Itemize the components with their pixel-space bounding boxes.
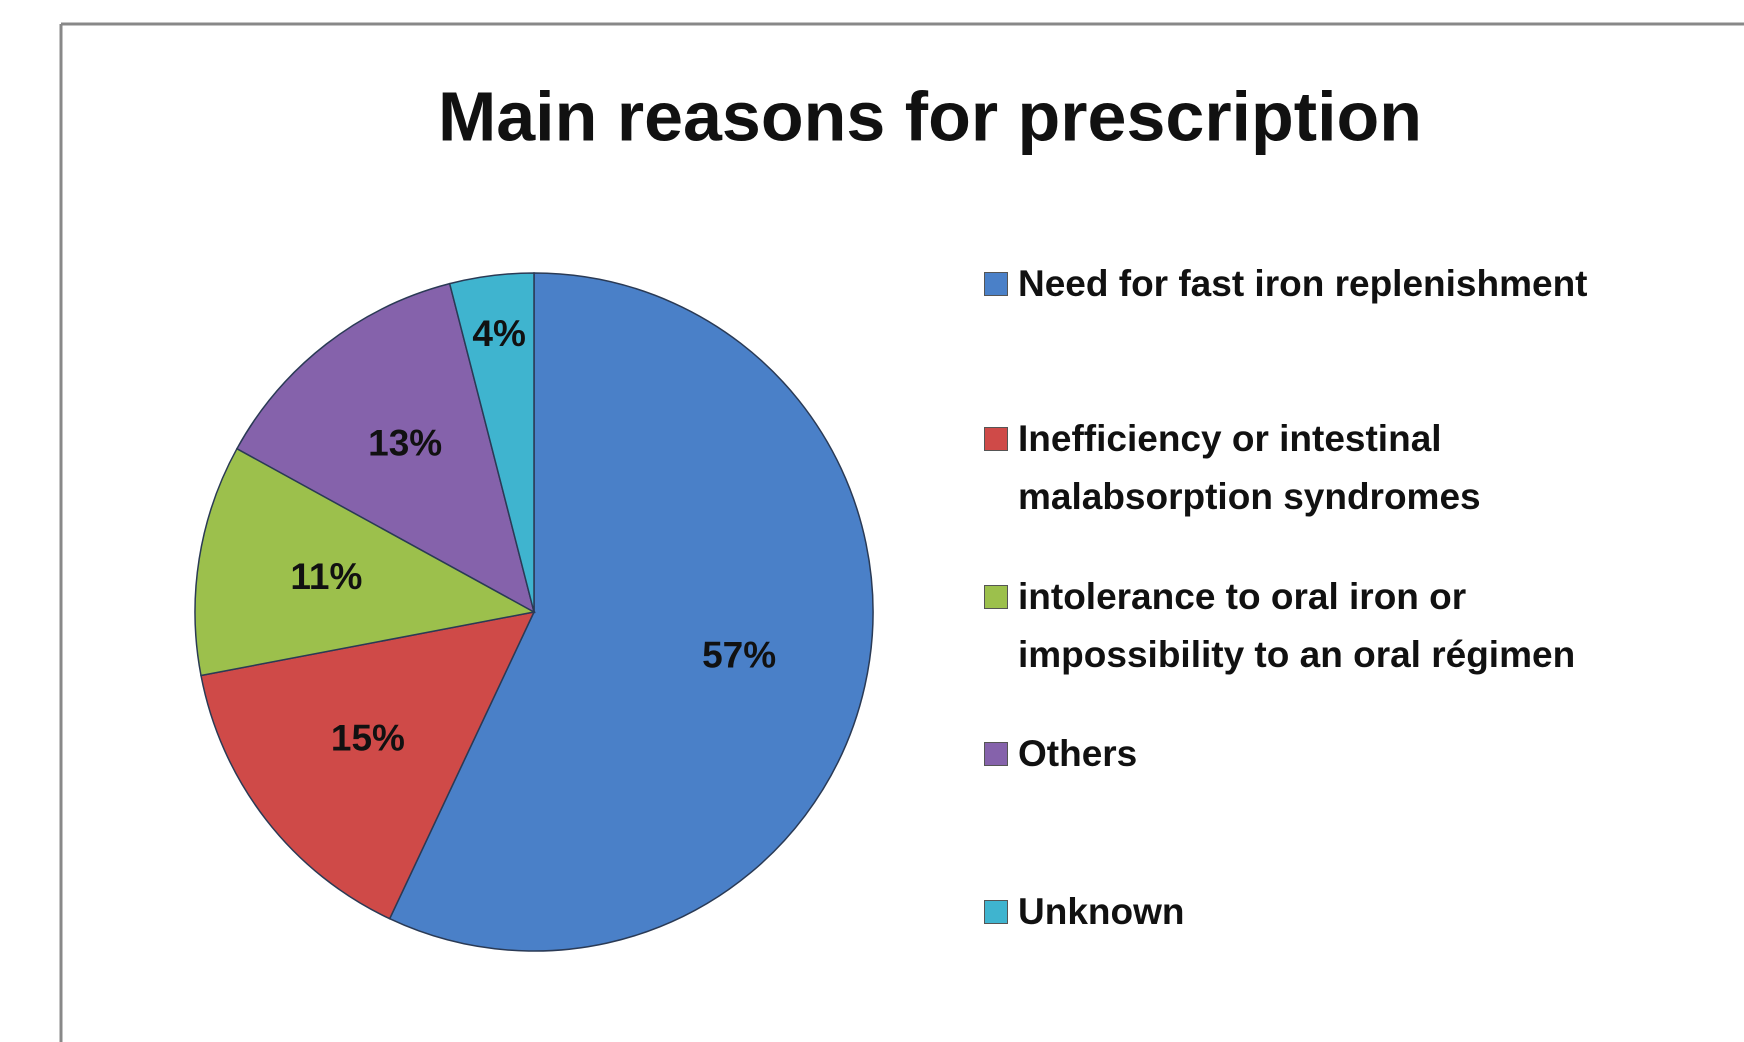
data-label: 4% <box>472 313 525 354</box>
legend-swatch <box>984 585 1008 609</box>
data-label: 15% <box>331 718 405 759</box>
legend-label: Inefficiency or intestinal malabsorption… <box>1018 418 1481 517</box>
legend-label: Need for fast iron replenishment <box>1018 263 1588 304</box>
pie-slice <box>200 610 536 920</box>
legend-label: Others <box>1018 733 1138 774</box>
legend-item: Inefficiency or intestinal malabsorption… <box>984 410 1684 526</box>
legend-item: intolerance to oral iron or impossibilit… <box>984 568 1684 684</box>
pie-slice <box>194 447 537 677</box>
legend-label: intolerance to oral iron or impossibilit… <box>1018 576 1576 675</box>
legend-item: Others <box>984 725 1137 783</box>
data-label: 57% <box>702 635 776 676</box>
pie-slice <box>448 272 535 613</box>
legend-item: Need for fast iron replenishment <box>984 255 1588 313</box>
legend-swatch <box>984 900 1008 924</box>
pie-slice <box>235 282 536 614</box>
legend-label: Unknown <box>1018 891 1185 932</box>
legend-swatch <box>984 427 1008 451</box>
legend-swatch <box>984 272 1008 296</box>
chart-title: Main reasons for prescription <box>438 77 1422 155</box>
data-label: 11% <box>290 556 362 597</box>
data-label: 13% <box>368 423 442 464</box>
legend-swatch <box>984 742 1008 766</box>
legend-item: Unknown <box>984 883 1184 941</box>
pie-slice <box>388 272 874 952</box>
